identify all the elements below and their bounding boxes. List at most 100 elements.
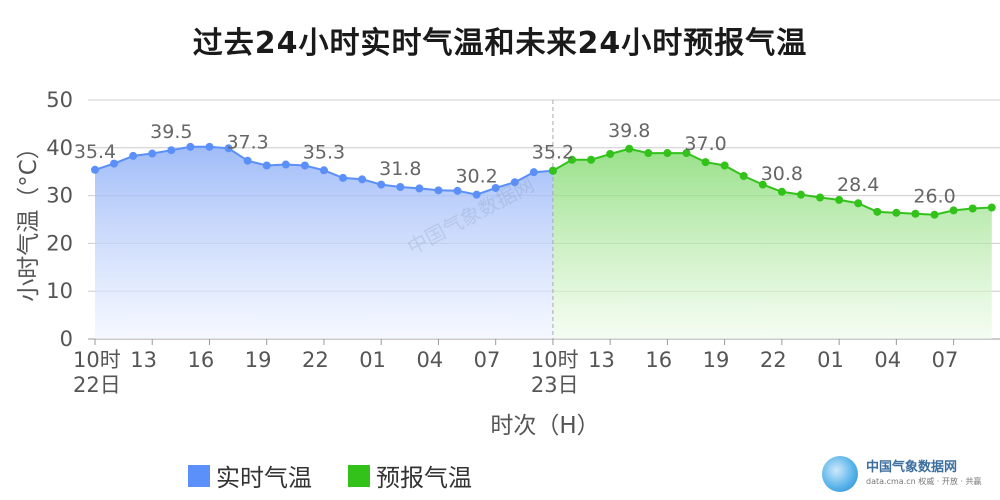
x-tick-label: 13: [588, 348, 615, 372]
data-label: 35.2: [532, 142, 574, 164]
x-tick-label: 13: [130, 348, 157, 372]
x-tick-label: 19: [703, 348, 730, 372]
data-point: [911, 209, 920, 218]
data-point: [510, 178, 519, 187]
data-point: [739, 172, 748, 181]
y-tick-label: 50: [46, 88, 73, 112]
x-axis-title: 时次（H）: [490, 413, 599, 439]
x-tick-label: 07: [932, 348, 959, 372]
x-tick-label: 22: [302, 348, 329, 372]
data-point: [777, 187, 786, 196]
brand-block: 中国气象数据网 data.cma.cn 权威 · 开放 · 共赢: [822, 454, 992, 494]
data-point: [148, 149, 157, 158]
data-point: [720, 161, 729, 170]
data-label: 28.4: [837, 174, 879, 196]
data-point: [606, 150, 615, 159]
x-tick-sublabel: 23日: [531, 373, 579, 397]
legend-item-actual[interactable]: 实时气温: [188, 458, 312, 493]
series-area-1: [552, 148, 992, 339]
data-point: [949, 206, 958, 215]
x-tick-label: 01: [359, 348, 386, 372]
data-label: 35.4: [74, 141, 116, 163]
data-point: [587, 155, 596, 164]
data-point: [377, 180, 386, 189]
brand-subtitle: data.cma.cn 权威 · 开放 · 共赢: [866, 477, 982, 486]
data-point: [854, 199, 863, 208]
data-label: 30.2: [455, 166, 497, 188]
data-point: [434, 186, 443, 195]
data-point: [548, 166, 557, 175]
data-point: [529, 168, 538, 177]
x-tick-label: 22: [760, 348, 787, 372]
data-label: 37.3: [226, 132, 268, 154]
data-point: [625, 144, 634, 153]
data-point: [415, 184, 424, 193]
data-label: 31.8: [379, 158, 421, 180]
data-point: [930, 210, 939, 219]
data-point: [300, 161, 309, 170]
y-tick-label: 20: [46, 231, 73, 255]
x-tick-label: 10时: [73, 348, 121, 372]
data-point: [281, 160, 290, 169]
data-point: [110, 159, 119, 168]
x-tick-label: 16: [645, 348, 672, 372]
data-point: [453, 186, 462, 195]
series-area-0: [95, 146, 553, 339]
data-point: [339, 173, 348, 182]
data-point: [262, 161, 271, 170]
brand-logo-icon: [822, 456, 858, 492]
data-point: [701, 158, 710, 167]
x-tick-label: 19: [245, 348, 272, 372]
data-point: [167, 146, 176, 155]
x-tick-label: 04: [416, 348, 443, 372]
data-point: [682, 149, 691, 158]
legend-swatch-forecast: [348, 464, 370, 487]
y-tick-label: 40: [46, 136, 73, 160]
x-tick-label: 01: [817, 348, 844, 372]
y-tick-label: 30: [46, 184, 73, 208]
data-point: [816, 193, 825, 202]
data-point: [758, 180, 767, 189]
data-point: [568, 155, 576, 164]
x-tick-label: 16: [187, 348, 214, 372]
data-point: [892, 208, 901, 217]
data-point: [796, 190, 805, 199]
data-point: [205, 142, 214, 151]
chart-title: 过去24小时实时气温和未来24小时预报气温: [192, 26, 808, 61]
data-point: [91, 165, 99, 174]
data-point: [835, 195, 844, 204]
x-tick-label: 10时: [531, 348, 579, 372]
data-point: [968, 204, 977, 213]
data-point: [987, 203, 996, 212]
data-label: 39.8: [608, 120, 650, 142]
brand-name: 中国气象数据网: [866, 460, 958, 475]
data-point: [243, 156, 252, 165]
data-point: [224, 144, 233, 153]
data-point: [396, 182, 405, 191]
x-tick-label: 04: [874, 348, 901, 372]
y-axis-title: 小时气温（°C）: [16, 136, 42, 302]
legend-swatch-actual: [188, 464, 210, 487]
legend-label-forecast: 预报气温: [376, 464, 472, 492]
data-point: [644, 149, 653, 158]
data-point: [129, 151, 138, 160]
legend-item-forecast[interactable]: 预报气温: [348, 458, 472, 493]
data-label: 30.8: [761, 163, 803, 185]
data-point: [472, 190, 481, 199]
data-label: 35.3: [303, 141, 345, 163]
data-point: [186, 142, 195, 151]
legend-label-actual: 实时气温: [216, 464, 312, 492]
data-point: [873, 207, 882, 216]
data-label: 39.5: [150, 121, 192, 143]
data-point: [663, 149, 672, 158]
data-point: [358, 175, 367, 184]
y-tick-label: 0: [60, 327, 73, 351]
x-tick-sublabel: 22日: [73, 373, 121, 397]
data-point: [319, 166, 328, 175]
data-label: 37.0: [684, 133, 726, 155]
data-point: [491, 183, 500, 192]
data-label: 26.0: [913, 186, 955, 208]
x-tick-label: 07: [474, 348, 501, 372]
legend: 实时气温 预报气温: [0, 458, 660, 493]
